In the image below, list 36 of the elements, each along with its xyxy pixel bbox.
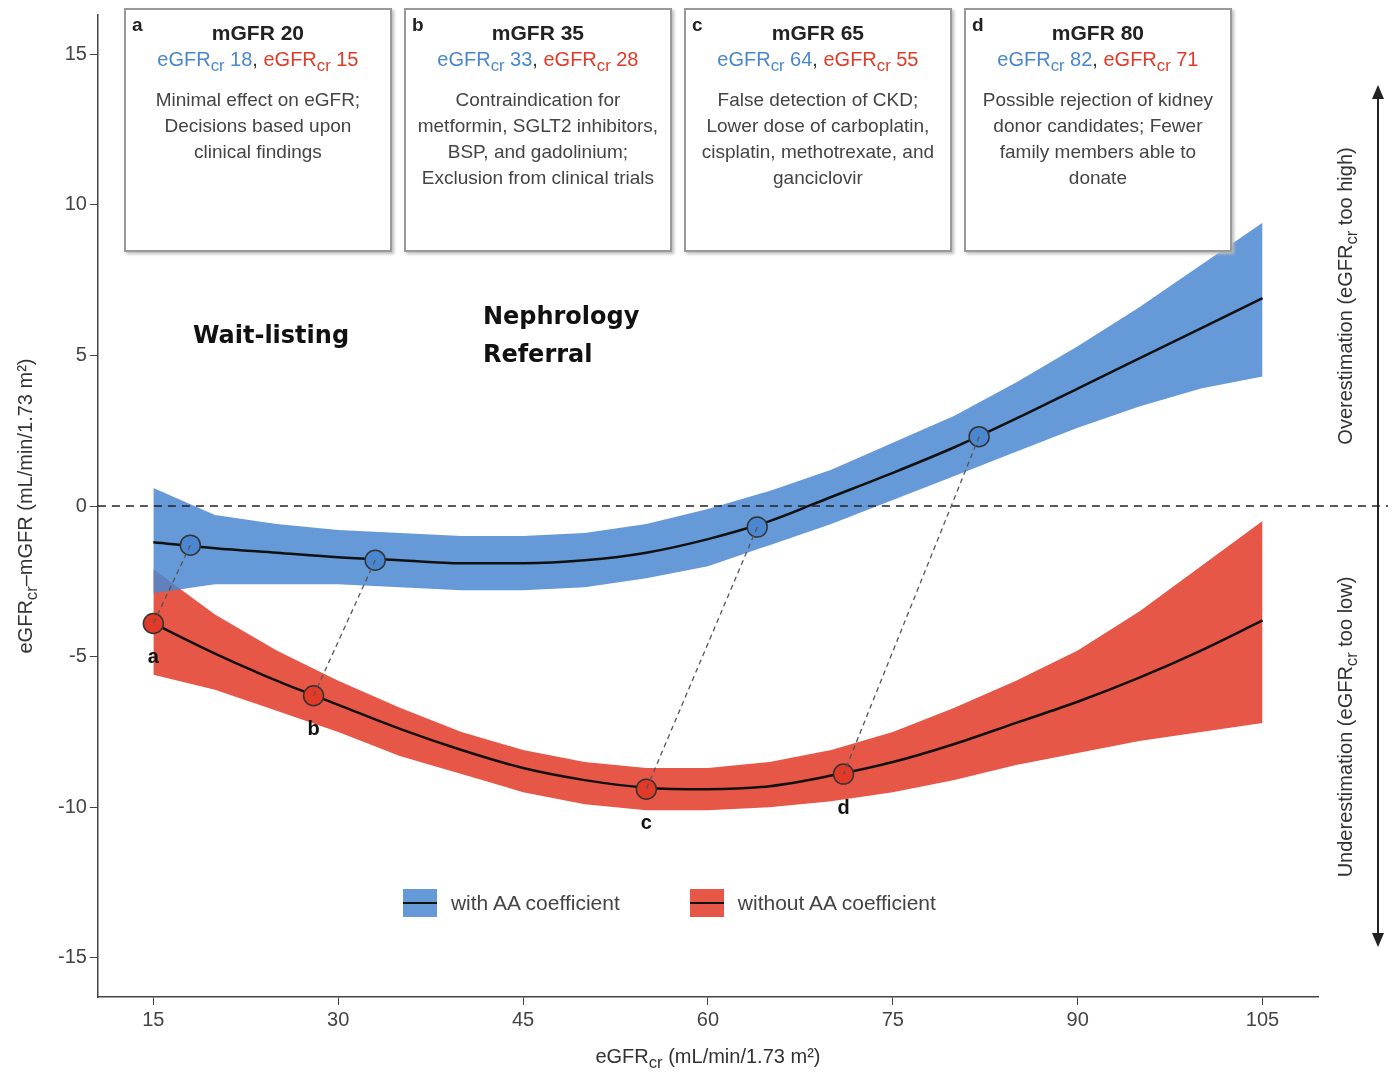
point [302, 685, 325, 707]
x-tick-label: 15 [142, 1007, 165, 1030]
x-tick-label: 30 [327, 1007, 350, 1030]
y-tick-label: -15 [58, 945, 87, 968]
point [832, 763, 855, 785]
line-series [152, 296, 1264, 565]
x-tick-label: 90 [1066, 1007, 1089, 1030]
legend-label: with AA coefficient [450, 891, 620, 915]
text-box: a mGFR 20 eGFR$_{cr}$ 18, eGFR$_{cr}$ 15 Minimal effect on eGFR; Decisions based upon clinical findings [123, 8, 392, 252]
y-tick-label: 0 [75, 493, 87, 516]
text-box: c mGFR 65 eGFR$_{cr}$ 64, eGFR$_{cr}$ 55 False detection of CKD; Lower dose of carboplatin, cisplatin, methotrexate, and ganciclovir [683, 8, 952, 252]
x-tick-label: 45 [511, 1007, 535, 1030]
y-tick-label: -5 [69, 644, 87, 667]
x-tick-label: 105 [1245, 1007, 1280, 1030]
annotation: Wait-listing [192, 320, 350, 351]
y-tick-label: 10 [64, 192, 87, 215]
text-box: d mGFR 80 eGFR$_{cr}$ 82, eGFR$_{cr}$ 71 Possible rejection of kidney donor candidates; Fewer family members able to donate [963, 8, 1232, 252]
point [142, 612, 165, 635]
legend-label: without AA coefficient [737, 891, 936, 915]
annotation: d [837, 795, 850, 818]
point [635, 778, 658, 800]
annotation: Nephrology Referral [482, 301, 640, 370]
point [746, 516, 768, 538]
y-tick-label: -10 [58, 794, 87, 817]
x-axis-title: eGFR$_{cr}$ (mL/min/1.73 m²) [595, 1045, 821, 1073]
point [179, 534, 202, 556]
point [968, 425, 990, 448]
x-tick-label: 60 [696, 1007, 720, 1030]
y-tick-label: 5 [75, 342, 87, 365]
x-tick-label: 75 [881, 1007, 904, 1030]
text-box: b mGFR 35 eGFR$_{cr}$ 33, eGFR$_{cr}$ 28 Contraindication for metformin, SGLT2 inhibitors, BSP, and gadolinium; Exclusion from clinical trials [403, 8, 672, 252]
annotation: a [147, 644, 160, 667]
annotation: b [307, 717, 320, 740]
annotation: c [640, 810, 652, 833]
y-tick-label: 15 [64, 41, 87, 64]
point [364, 549, 386, 571]
